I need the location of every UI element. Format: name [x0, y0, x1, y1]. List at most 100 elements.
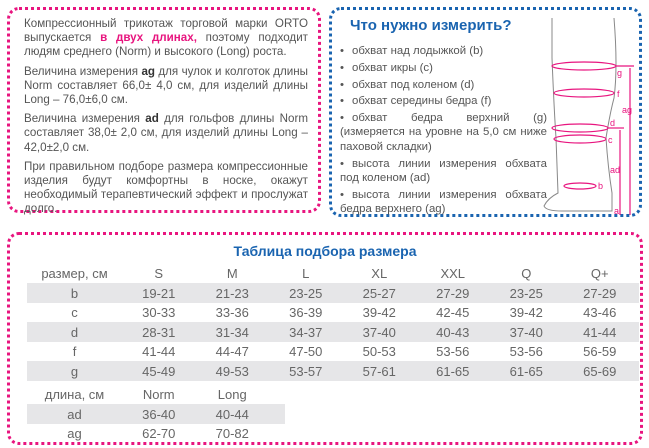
highlight-text: в двух длинах,: [100, 31, 197, 45]
table-cell: 23-25: [289, 285, 323, 301]
table-row: c 30-33 33-36 36-39 39-42 42-45 39-42 43-46: [27, 303, 639, 323]
table-cell: 57-61: [362, 363, 396, 379]
text: Компрессионный трикотаж торговой марки O…: [24, 17, 308, 45]
table-row: g 45-49 49-53 53-57 57-61 61-65 61-65 65-69: [27, 361, 639, 382]
table-cell: 23-25: [509, 285, 543, 301]
table-cell: L: [302, 265, 310, 281]
table-row: f 41-44 44-47 47-50 50-53 53-56 53-56 56-59: [27, 342, 639, 362]
table-cell: 41-44: [583, 324, 617, 340]
ring-g: [551, 61, 617, 71]
table-cell: 61-65: [509, 363, 543, 379]
size-table-panel: Таблица подбора размера размер, см S M L XL X…: [7, 232, 643, 445]
table-cell: 27-29: [583, 285, 617, 301]
row-label: ag: [67, 426, 82, 442]
row-label: длина, см: [44, 386, 105, 402]
info-paragraph: Величина измерения ag для чулок и колгот…: [24, 65, 308, 108]
measure-list: обхват над лодыжкой (b) обхват икры (c) об…: [340, 44, 547, 219]
ring-d: [551, 123, 609, 133]
text: Величина измерения: [24, 64, 142, 78]
table-cell: 45-49: [142, 363, 176, 379]
table-cell: 65-69: [583, 363, 617, 379]
label-a: a: [614, 206, 619, 216]
table-row: размер, см S M L XL XXL Q Q+: [27, 263, 639, 283]
info-paragraph: При правильном подборе размера компресси…: [24, 159, 308, 216]
table-cell: Long: [217, 386, 247, 402]
table-cell: 19-21: [142, 285, 176, 301]
table-cell: 42-45: [436, 305, 470, 321]
row-label: размер, см: [41, 265, 108, 281]
table-cell: 40-44: [215, 406, 249, 422]
ring-b: [563, 182, 597, 190]
leg-outline: [543, 18, 617, 212]
table-cell: 25-27: [362, 285, 396, 301]
row-label: g: [70, 363, 79, 379]
label-b: b: [598, 181, 603, 191]
text: Величина измерения: [24, 112, 146, 126]
row-label: c: [71, 305, 78, 321]
info-paragraph: Компрессионный трикотаж торговой марки O…: [24, 17, 308, 60]
table-cell: Q+: [590, 265, 609, 281]
ring-f: [553, 88, 615, 98]
measure-item: обхват бедра верхний (g) (измеряется на …: [340, 111, 547, 154]
table-cell: 36-39: [289, 305, 323, 321]
measure-panel: Что нужно измерить? обхват над лодыжкой …: [329, 7, 642, 217]
table-cell: 33-36: [215, 305, 249, 321]
table-row: b 19-21 21-23 23-25 25-27 27-29 23-25 27-29: [27, 283, 639, 303]
size-table-title: Таблица подбора размера: [233, 243, 417, 259]
bold-text: ag: [141, 64, 155, 78]
table-cell: 39-42: [362, 305, 396, 321]
table-cell: 27-29: [436, 285, 470, 301]
table-cell: 31-34: [215, 324, 249, 340]
table-cell: 34-37: [289, 324, 323, 340]
measure-item: обхват над лодыжкой (b): [340, 44, 547, 58]
table-cell: 40-43: [436, 324, 470, 340]
table-cell: 53-56: [436, 344, 470, 360]
table-cell: 50-53: [362, 344, 396, 360]
table-cell: 43-46: [583, 305, 617, 321]
table-cell: 39-42: [509, 305, 543, 321]
table-cell: 41-44: [142, 344, 176, 360]
label-g: g: [617, 68, 622, 78]
label-f: f: [617, 89, 620, 99]
measure-title: Что нужно измерить?: [350, 17, 512, 34]
table-cell: 47-50: [289, 344, 323, 360]
length-info-panel: Компрессионный трикотаж торговой марки O…: [7, 7, 321, 215]
table-cell: 36-40: [142, 406, 176, 422]
table-cell: 49-53: [215, 363, 249, 379]
text: для гольфов длины Norm составляет 38,0± …: [24, 112, 308, 154]
table-cell: 28-31: [142, 324, 176, 340]
bold-text: ad: [145, 112, 159, 126]
table-row: d 28-31 31-34 34-37 37-40 40-43 37-40 41-44: [27, 322, 639, 343]
table-cell: 53-57: [289, 363, 323, 379]
table-cell: Q: [521, 265, 532, 281]
measure-item: высота линии измерения обхвата под колен…: [340, 157, 547, 186]
table-row: ad 36-40 40-44: [27, 404, 285, 424]
table-cell: 37-40: [509, 324, 543, 340]
table-cell: 30-33: [142, 305, 176, 321]
text: для чулок и колготок длины Norm составля…: [24, 64, 308, 107]
label-ad: ad: [610, 165, 620, 175]
row-label: ad: [67, 406, 82, 422]
info-paragraph: Величина измерения ad для гольфов длины …: [24, 112, 308, 155]
table-cell: M: [226, 265, 238, 281]
table-cell: 56-59: [583, 344, 617, 360]
table-cell: 61-65: [436, 363, 470, 379]
measure-item: обхват икры (c): [340, 61, 547, 75]
table-cell: 62-70: [142, 426, 176, 442]
row-label: b: [70, 285, 79, 301]
table-cell: XL: [371, 265, 388, 281]
label-c: c: [608, 135, 613, 145]
label-d: d: [610, 118, 615, 128]
measure-item: высота линии измерения обхвата бедра вер…: [340, 188, 547, 217]
leg-diagram: g f d c b a ag ad: [543, 18, 634, 216]
table-cell: S: [154, 265, 164, 281]
table-cell: 37-40: [362, 324, 396, 340]
text: поэтому подходит людям среднего (Norm) и…: [24, 31, 308, 59]
row-label: d: [70, 324, 79, 340]
ring-c: [553, 134, 607, 144]
table-cell: Norm: [142, 386, 175, 402]
table-cell: 44-47: [215, 344, 249, 360]
table-cell: 53-56: [509, 344, 543, 360]
table-row: ag 62-70 70-82: [27, 424, 285, 444]
